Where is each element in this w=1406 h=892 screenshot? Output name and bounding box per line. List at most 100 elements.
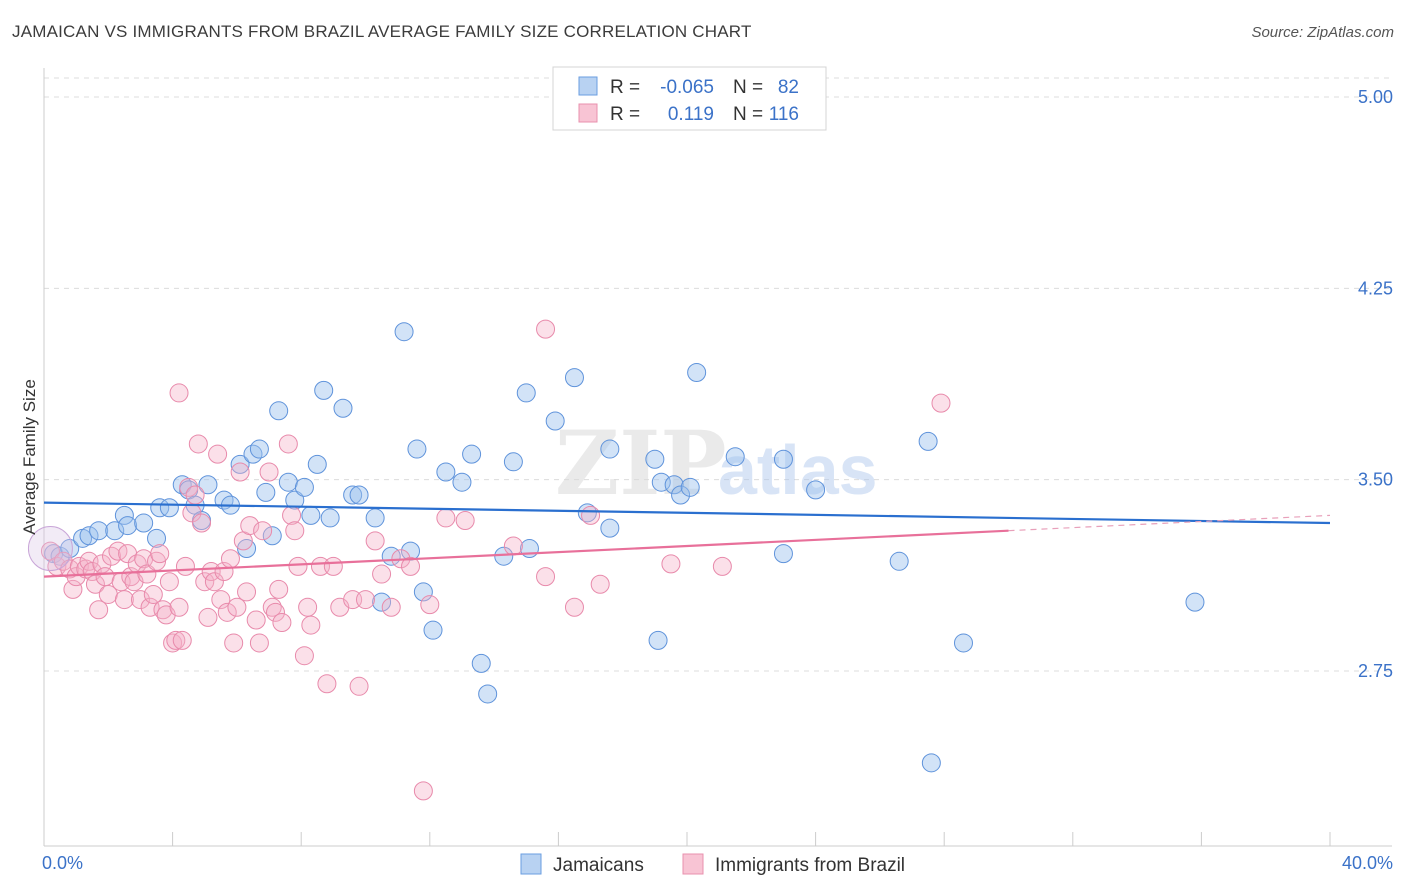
brazil-point: [114, 590, 134, 610]
jamaican-point: [333, 398, 353, 418]
brazil-point: [381, 597, 401, 617]
jamaican-point: [516, 383, 536, 403]
x-tick-label: 0.0%: [42, 853, 83, 873]
brazil-point: [192, 513, 212, 533]
grid-lines: [44, 77, 1392, 672]
jamaican-point: [773, 449, 793, 469]
brazil-point: [420, 595, 440, 615]
brazil-point: [95, 567, 115, 587]
jamaican-point: [301, 505, 321, 525]
brazil-point: [298, 597, 318, 617]
brazil-point: [288, 556, 308, 576]
brazil-point: [204, 572, 224, 592]
brazil-point: [455, 510, 475, 530]
brazil-point: [282, 505, 302, 525]
trend-lines: [43, 501, 1331, 578]
jamaican-point: [600, 439, 620, 459]
brazil-point: [179, 477, 199, 497]
y-tick-label: 4.25: [1358, 278, 1393, 298]
brazil-point: [175, 556, 195, 576]
brazil-point: [265, 602, 285, 622]
jamaican-point: [918, 431, 938, 451]
jamaican-point: [294, 477, 314, 497]
brazil-point: [172, 630, 192, 650]
jamaican-point: [365, 508, 385, 528]
axes: [43, 68, 1392, 847]
brazil-point: [169, 597, 189, 617]
jamaican-point: [343, 485, 363, 505]
jamaican-point: [150, 498, 170, 518]
jamaican-point: [89, 521, 109, 541]
brazil-point: [208, 444, 228, 464]
brazil-point: [564, 597, 584, 617]
jamaican-point: [79, 526, 99, 546]
brazil-point: [712, 556, 732, 576]
bottom-legend-jamaicans: Jamaicans: [553, 855, 644, 876]
jamaican-point: [320, 508, 340, 528]
y-tick-label: 3.50: [1358, 470, 1393, 490]
brazil-point: [931, 393, 951, 413]
legend-r-value-2: 0.119: [668, 104, 714, 125]
jamaican-point: [118, 516, 138, 536]
legend-n-label-1: N =: [733, 77, 763, 98]
jamaican-point: [198, 475, 218, 495]
brazil-point: [278, 434, 298, 454]
y-tick-labels: 2.75 3.50 4.25 5.00: [1358, 87, 1393, 681]
brazil-point: [249, 633, 269, 653]
watermark-atlas: atlas: [718, 431, 878, 509]
brazil-point: [82, 562, 102, 582]
legend-r-value-1: -0.065: [660, 77, 714, 98]
brazil-point: [581, 505, 601, 525]
bottom-legend-brazil: Immigrants from Brazil: [715, 855, 905, 876]
jamaican-point: [423, 620, 443, 640]
brazil-point: [317, 674, 337, 694]
brazil-point: [590, 574, 610, 594]
brazil-point: [211, 590, 231, 610]
jamaican-point: [452, 472, 472, 492]
jamaican-point: [664, 475, 684, 495]
brazil-point: [253, 521, 273, 541]
jamaican-point: [394, 322, 414, 342]
jamaican-point: [680, 477, 700, 497]
jamaican-point: [953, 633, 973, 653]
jamaican-point: [564, 368, 584, 388]
y-axis-title: Average Family Size: [20, 379, 39, 535]
brazil-point: [436, 508, 456, 528]
jamaican-point: [269, 401, 289, 421]
jamaican-point: [60, 539, 80, 559]
jamaican-point: [478, 684, 498, 704]
brazil-point: [217, 602, 237, 622]
source-label: Source: ZipAtlas.com: [1251, 24, 1394, 41]
brazil-point: [169, 383, 189, 403]
jamaicans-points: [44, 322, 1205, 773]
jamaican-point: [471, 653, 491, 673]
brazil-point: [63, 579, 83, 599]
brazil-point: [195, 572, 215, 592]
jamaican-point: [147, 528, 167, 548]
jamaican-point: [285, 490, 305, 510]
brazil-point: [356, 590, 375, 610]
brazil-point: [372, 564, 392, 584]
brazil-trend-line-dashed: [1008, 514, 1331, 532]
jamaican-point: [806, 480, 826, 500]
brazil-point: [102, 546, 122, 566]
legend-n-label-2: N =: [733, 104, 763, 125]
legend-n-value-1: 82: [778, 77, 799, 98]
brazil-point: [150, 544, 170, 564]
brazil-point: [262, 597, 282, 617]
legend-swatch-jamaicans: [578, 76, 598, 96]
jamaicans-trend-line: [43, 501, 1331, 525]
legend-r-label-1: R =: [610, 77, 640, 98]
jamaican-point: [372, 592, 392, 612]
brazil-point: [401, 556, 421, 576]
brazil-point: [536, 319, 556, 339]
brazil-point: [185, 485, 205, 505]
jamaican-point: [262, 526, 282, 546]
jamaican-point: [773, 544, 793, 564]
brazil-point: [269, 579, 289, 599]
brazil-point: [153, 600, 173, 620]
brazil-point: [413, 781, 433, 801]
brazil-point: [198, 607, 218, 627]
jamaican-point: [278, 472, 298, 492]
jamaican-point: [545, 411, 565, 431]
